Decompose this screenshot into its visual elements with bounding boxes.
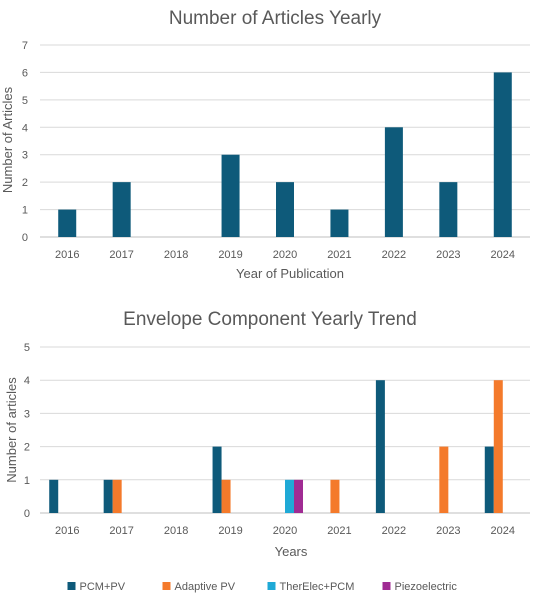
y-tick-label: 4 bbox=[22, 122, 28, 134]
bar bbox=[439, 446, 449, 513]
legend-label: Piezoelectric bbox=[395, 581, 458, 593]
legend-swatch bbox=[382, 582, 391, 590]
x-tick-label: 2022 bbox=[382, 249, 406, 261]
bar bbox=[439, 182, 458, 237]
x-tick-label: 2022 bbox=[382, 525, 406, 537]
x-tick-label: 2020 bbox=[273, 525, 297, 537]
y-tick-label: 3 bbox=[24, 408, 30, 420]
x-tick-label: 2017 bbox=[109, 249, 133, 261]
y-tick-label: 7 bbox=[22, 40, 28, 52]
bar bbox=[330, 209, 349, 237]
bar bbox=[493, 380, 503, 513]
legend-swatch bbox=[67, 582, 76, 590]
x-tick-label: 2020 bbox=[273, 249, 297, 261]
chart1-x-axis-title: Year of Publication bbox=[236, 266, 344, 281]
x-tick-label: 2024 bbox=[491, 525, 515, 537]
legend-label: TherElec+PCM bbox=[280, 581, 355, 593]
x-tick-label: 2021 bbox=[327, 525, 351, 537]
bar bbox=[221, 479, 231, 513]
chart2-y-ticks: 0 1 2 3 4 5 bbox=[24, 342, 30, 520]
x-tick-label: 2023 bbox=[436, 525, 460, 537]
chart2-title: Envelope Component Yearly Trend bbox=[123, 309, 417, 330]
chart2-y-axis-title: Number of articles bbox=[4, 377, 19, 483]
x-tick-label: 2019 bbox=[218, 249, 242, 261]
bar bbox=[493, 72, 512, 237]
y-tick-label: 2 bbox=[24, 442, 30, 454]
bar bbox=[58, 209, 77, 237]
x-tick-label: 2019 bbox=[218, 525, 242, 537]
y-tick-label: 4 bbox=[24, 375, 30, 387]
legend-label: Adaptive PV bbox=[175, 581, 236, 593]
bar bbox=[221, 154, 240, 237]
chart1-x-ticks: 2016 2017 2018 2019 2020 2021 2022 2023 2024 bbox=[55, 249, 515, 261]
legend-item: Piezoelectric bbox=[382, 581, 458, 593]
y-tick-label: 1 bbox=[22, 205, 28, 217]
y-tick-label: 0 bbox=[24, 508, 30, 520]
legend-swatch bbox=[162, 582, 171, 590]
bar bbox=[384, 127, 403, 237]
chart2-bars bbox=[49, 380, 503, 513]
chart1-y-ticks: 0 1 2 3 4 5 6 7 bbox=[22, 40, 28, 244]
bar bbox=[112, 479, 122, 513]
envelope-component-chart: Envelope Component Yearly Trend 0 1 2 3 4 5 2… bbox=[4, 309, 530, 593]
y-tick-label: 5 bbox=[24, 342, 30, 354]
bar bbox=[103, 479, 113, 513]
y-tick-label: 1 bbox=[24, 475, 30, 487]
y-tick-label: 3 bbox=[22, 150, 28, 162]
chart2-legend: PCM+PV Adaptive PV TherElec+PCM Piezoelectr… bbox=[67, 581, 458, 593]
bar bbox=[212, 446, 222, 513]
y-tick-label: 2 bbox=[22, 177, 28, 189]
x-tick-label: 2017 bbox=[109, 525, 133, 537]
bar bbox=[484, 446, 494, 513]
legend-item: PCM+PV bbox=[67, 581, 126, 593]
legend-swatch bbox=[267, 582, 276, 590]
x-tick-label: 2018 bbox=[164, 249, 188, 261]
legend-item: TherElec+PCM bbox=[267, 581, 355, 593]
y-tick-label: 5 bbox=[22, 95, 28, 107]
chart1-bars bbox=[58, 72, 512, 237]
y-tick-label: 0 bbox=[22, 232, 28, 244]
bar bbox=[294, 479, 303, 513]
x-tick-label: 2016 bbox=[55, 249, 79, 261]
bar bbox=[285, 479, 294, 513]
legend-item: Adaptive PV bbox=[162, 581, 236, 593]
chart2-x-ticks: 2016 2017 2018 2019 2020 2021 2022 2023 2024 bbox=[55, 525, 515, 537]
x-tick-label: 2024 bbox=[491, 249, 515, 261]
bar bbox=[49, 479, 59, 513]
bar bbox=[276, 182, 294, 237]
legend-label: PCM+PV bbox=[80, 581, 126, 593]
bar bbox=[375, 380, 385, 513]
bar bbox=[112, 182, 131, 237]
chart2-x-axis-title: Years bbox=[275, 544, 308, 559]
x-tick-label: 2016 bbox=[55, 525, 79, 537]
bar bbox=[330, 479, 340, 513]
chart1-title: Number of Articles Yearly bbox=[169, 8, 382, 29]
x-tick-label: 2018 bbox=[164, 525, 188, 537]
y-tick-label: 6 bbox=[22, 67, 28, 79]
x-tick-label: 2023 bbox=[436, 249, 460, 261]
chart1-y-axis-title: Number of Articles bbox=[0, 86, 15, 193]
x-tick-label: 2021 bbox=[327, 249, 351, 261]
